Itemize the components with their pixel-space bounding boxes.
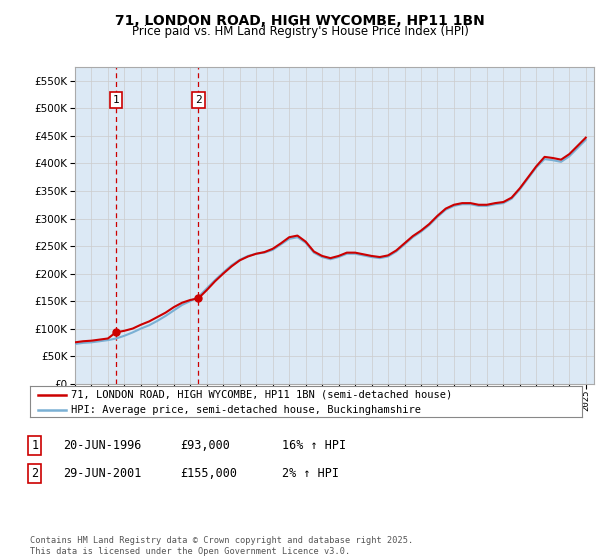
Text: 29-JUN-2001: 29-JUN-2001 [63,466,142,480]
Text: £93,000: £93,000 [180,438,230,452]
Text: 2% ↑ HPI: 2% ↑ HPI [282,466,339,480]
Text: Contains HM Land Registry data © Crown copyright and database right 2025.
This d: Contains HM Land Registry data © Crown c… [30,536,413,556]
Text: 1: 1 [112,95,119,105]
Text: HPI: Average price, semi-detached house, Buckinghamshire: HPI: Average price, semi-detached house,… [71,405,421,416]
Text: 1: 1 [31,438,38,452]
Text: 16% ↑ HPI: 16% ↑ HPI [282,438,346,452]
Text: Price paid vs. HM Land Registry's House Price Index (HPI): Price paid vs. HM Land Registry's House … [131,25,469,38]
Text: 71, LONDON ROAD, HIGH WYCOMBE, HP11 1BN (semi-detached house): 71, LONDON ROAD, HIGH WYCOMBE, HP11 1BN … [71,390,452,400]
Text: £155,000: £155,000 [180,466,237,480]
Text: 2: 2 [31,466,38,480]
Text: 2: 2 [195,95,202,105]
Text: 71, LONDON ROAD, HIGH WYCOMBE, HP11 1BN: 71, LONDON ROAD, HIGH WYCOMBE, HP11 1BN [115,14,485,28]
Text: 20-JUN-1996: 20-JUN-1996 [63,438,142,452]
